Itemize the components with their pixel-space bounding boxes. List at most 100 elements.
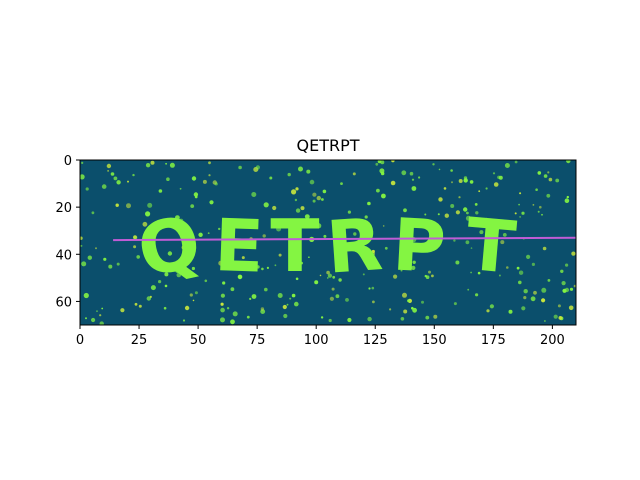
y-tick-label: 0 xyxy=(64,154,72,169)
noise-dot xyxy=(96,310,98,313)
noise-dot xyxy=(428,270,431,274)
noise-dot xyxy=(80,174,85,180)
noise-dot xyxy=(391,160,395,163)
noise-dot xyxy=(312,192,317,197)
noise-dot xyxy=(220,293,225,298)
noise-dot xyxy=(316,195,321,201)
noise-dot xyxy=(425,315,430,320)
noise-dot xyxy=(101,184,107,189)
noise-dot xyxy=(230,287,235,292)
noise-dot xyxy=(433,314,438,319)
noise-dot xyxy=(95,247,97,250)
y-tick-label: 40 xyxy=(55,248,72,263)
noise-dot xyxy=(283,313,288,319)
noise-dot xyxy=(80,236,83,240)
noise-dot xyxy=(547,279,551,282)
noise-dot xyxy=(115,203,119,207)
noise-dot xyxy=(342,244,346,248)
noise-dot xyxy=(474,203,478,206)
noise-dot xyxy=(368,287,371,290)
noise-dot xyxy=(555,178,560,183)
noise-dot xyxy=(150,251,155,256)
noise-dot xyxy=(214,182,218,186)
noise-dot xyxy=(431,274,434,278)
noise-dot xyxy=(560,269,564,273)
noise-dot xyxy=(116,180,121,185)
noise-dot xyxy=(85,187,89,191)
noise-dot xyxy=(150,285,156,291)
noise-dot xyxy=(80,244,83,247)
noise-dot xyxy=(106,163,112,169)
noise-dot xyxy=(194,195,198,199)
noise-dot xyxy=(262,234,266,238)
noise-dot xyxy=(110,172,115,176)
noise-dot xyxy=(304,214,310,220)
noise-dot xyxy=(166,177,170,181)
x-axis: 0 25 50 75 100 125 150 175 200 xyxy=(76,325,565,348)
noise-dot xyxy=(477,271,481,275)
noise-dot xyxy=(241,256,245,260)
noise-dot xyxy=(322,189,327,194)
noise-dot xyxy=(178,218,184,224)
y-tick-label: 60 xyxy=(55,295,72,310)
y-axis: 0 20 40 60 xyxy=(55,154,80,310)
noise-dot xyxy=(332,275,336,279)
noise-dot xyxy=(390,180,396,186)
noise-dot xyxy=(523,296,527,300)
noise-dot xyxy=(458,196,461,199)
noise-dot xyxy=(566,195,569,199)
noise-dot xyxy=(451,181,453,184)
noise-dot xyxy=(418,176,421,179)
noise-dot xyxy=(251,294,257,299)
noise-dot xyxy=(91,211,95,215)
noise-dot xyxy=(208,174,211,177)
captcha-letter: P xyxy=(391,203,448,290)
noise-dot xyxy=(353,232,357,236)
noise-dot xyxy=(547,171,550,174)
noise-dot xyxy=(208,161,211,165)
noise-dot xyxy=(367,201,371,206)
captcha-image-background xyxy=(80,160,576,325)
noise-dot xyxy=(146,296,151,301)
noise-dot xyxy=(558,316,563,320)
noise-dot xyxy=(145,211,151,217)
noise-dot xyxy=(407,299,410,303)
noise-dot xyxy=(276,226,282,232)
noise-dot xyxy=(493,182,499,187)
noise-dot xyxy=(376,188,380,193)
noise-dot xyxy=(384,246,388,250)
noise-dot xyxy=(475,211,479,215)
noise-dot xyxy=(479,230,484,235)
captcha-letter: T xyxy=(463,202,519,290)
noise-dot xyxy=(312,199,316,203)
x-tick-label: 50 xyxy=(190,333,207,348)
noise-dot xyxy=(347,317,352,323)
noise-dot xyxy=(113,176,118,181)
noise-dot xyxy=(327,277,329,279)
noise-dot xyxy=(263,202,269,208)
noise-dot xyxy=(543,174,548,178)
noise-dot xyxy=(300,261,304,265)
noise-dot xyxy=(498,274,501,277)
noise-dot xyxy=(458,179,463,183)
noise-dot xyxy=(191,176,197,181)
noise-dot xyxy=(83,292,89,299)
noise-dot xyxy=(328,318,332,323)
noise-dot xyxy=(331,287,335,291)
noise-dot xyxy=(277,293,283,298)
noise-dot xyxy=(232,311,238,317)
noise-dot xyxy=(379,168,385,174)
x-tick-label: 75 xyxy=(249,333,266,348)
noise-dot xyxy=(298,166,303,172)
noise-dot xyxy=(548,177,553,182)
noise-dot xyxy=(251,192,257,197)
noise-dot xyxy=(218,260,224,266)
noise-dot xyxy=(329,296,334,301)
noise-dot xyxy=(514,212,517,215)
noise-dot xyxy=(220,307,225,313)
noise-dot xyxy=(411,186,417,191)
x-tick-label: 150 xyxy=(422,333,447,348)
noise-dot xyxy=(323,234,327,238)
noise-dot xyxy=(514,160,518,164)
noise-dot xyxy=(175,215,180,221)
